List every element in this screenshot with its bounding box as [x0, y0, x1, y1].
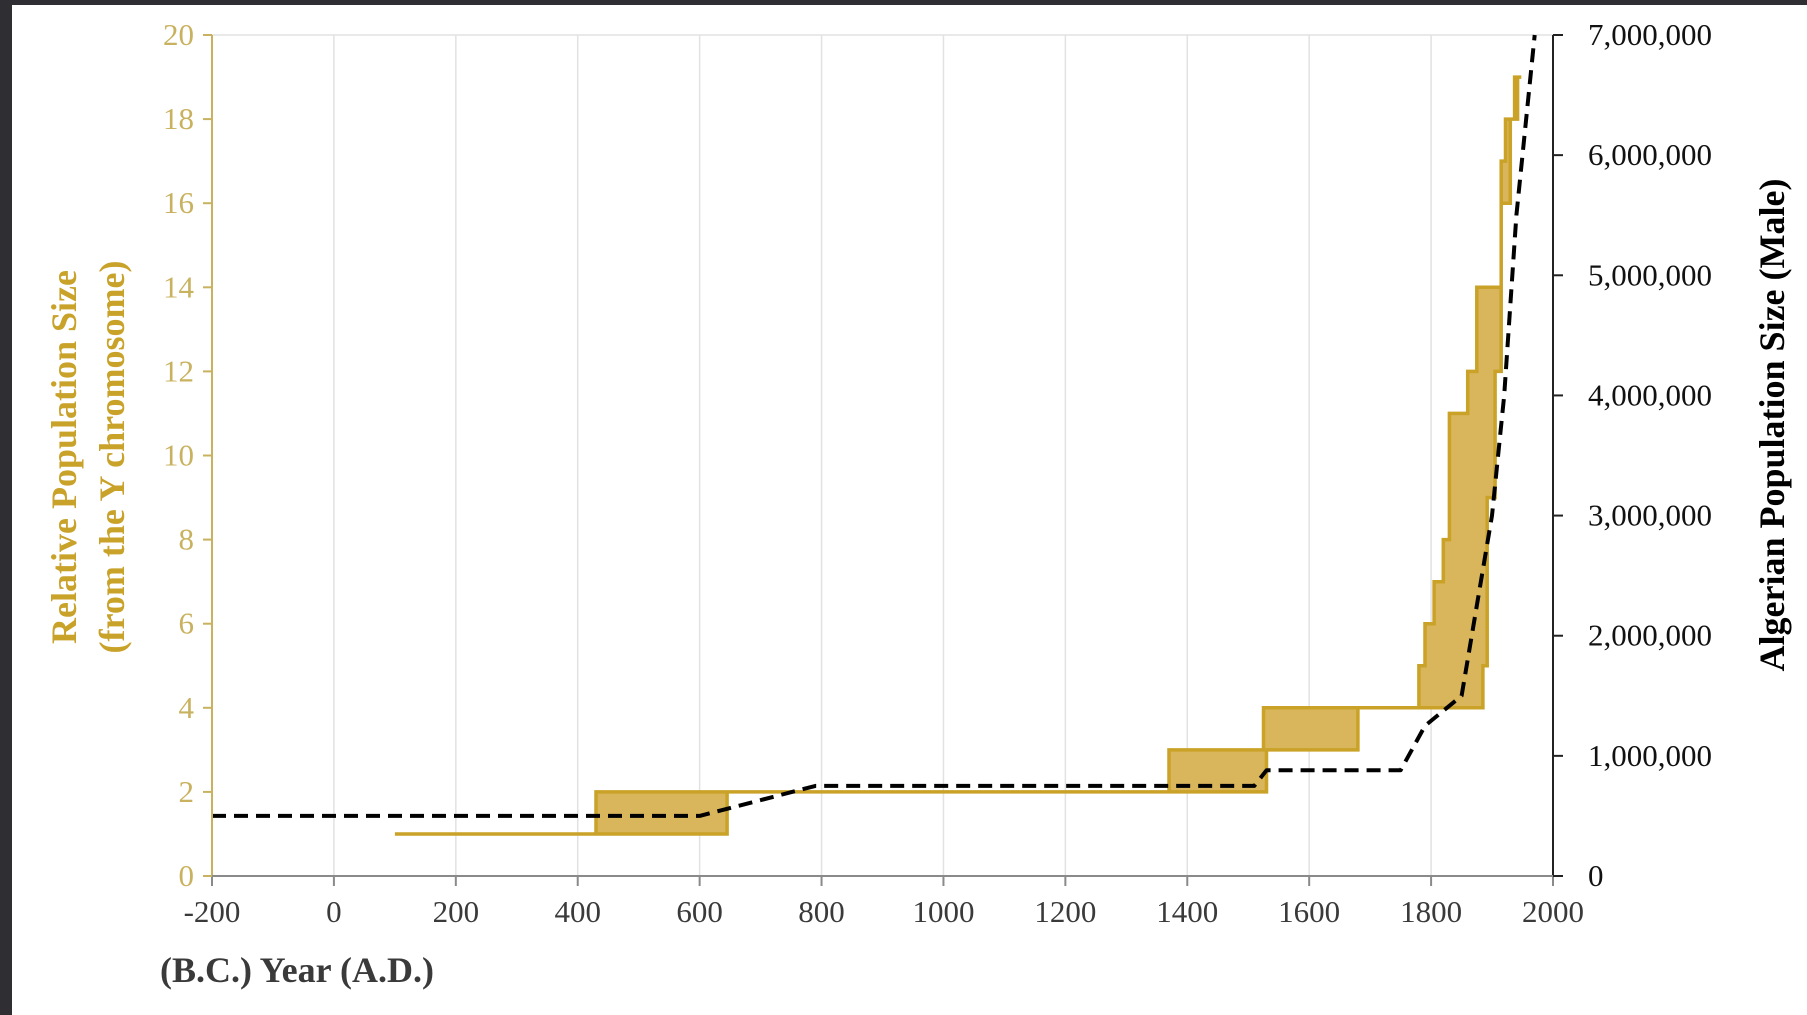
right-tick-label: 7,000,000	[1588, 17, 1712, 52]
x-tick-label: 1800	[1400, 894, 1462, 929]
left-tick-label: 14	[163, 269, 195, 304]
left-tick-label: 18	[163, 101, 194, 136]
right-tick-label: 1,000,000	[1588, 738, 1712, 773]
right-tick-label: 3,000,000	[1588, 498, 1712, 533]
left-tick-label: 4	[179, 690, 195, 725]
x-tick-label: 1000	[912, 894, 974, 929]
right-tick-label: 4,000,000	[1588, 377, 1712, 412]
right-tick-label: 6,000,000	[1588, 137, 1712, 172]
right-tick-label: 0	[1588, 858, 1604, 893]
x-tick-label: -200	[184, 894, 241, 929]
left-tick-label: 8	[179, 522, 195, 557]
x-axis-ticks: -200 0 200 400 600 800 1000 1200 1400 1600 1800 200…	[184, 876, 1584, 929]
algerian-population-dashed-line	[212, 34, 1537, 818]
left-axis-ticks: 0 2 4 6 8 10 12 14 16 18 20	[163, 17, 212, 893]
x-tick-label: 400	[554, 894, 601, 929]
left-tick-label: 10	[163, 438, 194, 473]
grid-lines	[212, 34, 1553, 876]
x-tick-label: 1400	[1156, 894, 1218, 929]
relative-population-area	[394, 75, 1522, 836]
relative-population-band	[394, 75, 1522, 836]
x-tick-label: 1600	[1278, 894, 1340, 929]
algerian-population-line	[212, 34, 1537, 818]
chart-canvas: -200 0 200 400 600 800 1000 1200 1400 1600 1800 200…	[12, 5, 1807, 1015]
left-tick-label: 20	[163, 17, 194, 52]
right-tick-label: 2,000,000	[1588, 618, 1712, 653]
left-tick-label: 6	[179, 606, 195, 641]
x-axis-label: (B.C.) Year (A.D.)	[160, 950, 434, 990]
x-tick-label: 600	[676, 894, 723, 929]
x-tick-label: 800	[798, 894, 845, 929]
left-axis-label-line1: Relative Population Size	[44, 270, 84, 644]
population-chart: -200 0 200 400 600 800 1000 1200 1400 1600 1800 200…	[44, 17, 1792, 990]
right-tick-label: 5,000,000	[1588, 257, 1712, 292]
right-axis-label: Algerian Population Size (Male)	[1752, 179, 1792, 672]
x-tick-label: 0	[326, 894, 342, 929]
left-tick-label: 2	[179, 774, 195, 809]
left-tick-label: 16	[163, 185, 194, 220]
x-tick-label: 1200	[1034, 894, 1096, 929]
x-tick-label: 2000	[1522, 894, 1584, 929]
left-tick-label: 12	[163, 353, 194, 388]
left-axis-label-line2: (from the Y chromosome)	[92, 261, 132, 654]
x-tick-label: 200	[433, 894, 480, 929]
right-axis-ticks: 0 1,000,000 2,000,000 3,000,000 4,000,000 5,0…	[1553, 17, 1712, 893]
left-tick-label: 0	[179, 858, 195, 893]
